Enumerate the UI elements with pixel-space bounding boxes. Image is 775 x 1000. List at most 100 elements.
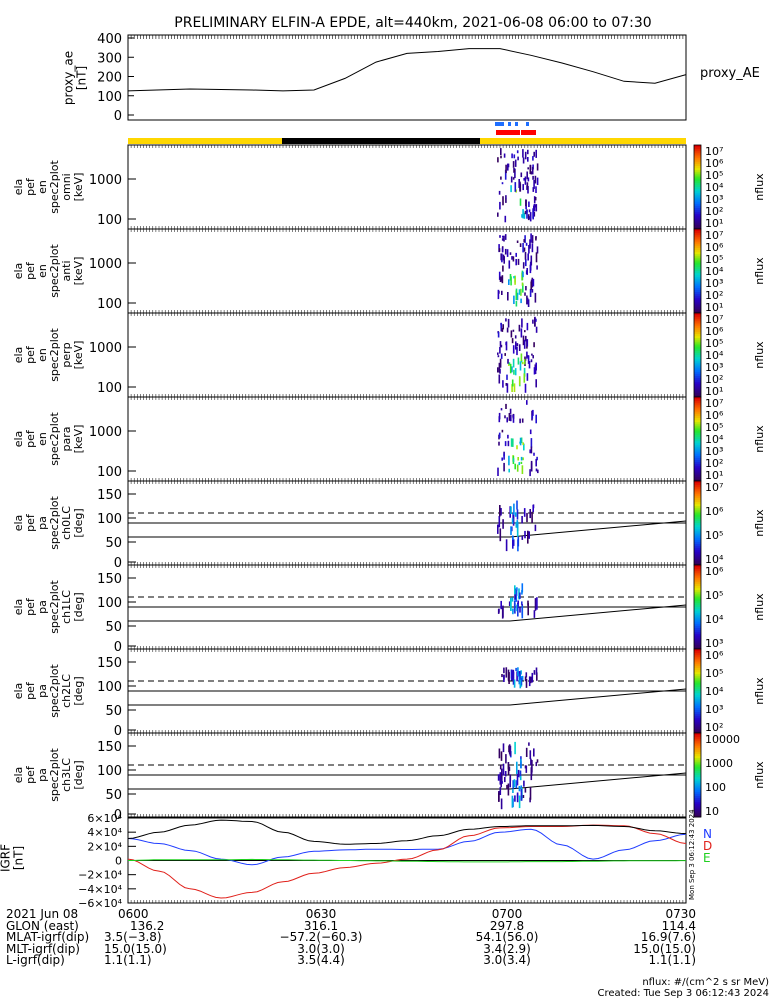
spectrogram-pixel <box>522 157 525 164</box>
spectrogram-pixel <box>499 201 501 210</box>
spectrogram-pixel <box>534 598 537 611</box>
spectrogram-pixel <box>498 516 501 528</box>
spectrogram-pixel <box>498 244 500 253</box>
colorbar-cell <box>694 476 701 480</box>
colorbar-cell <box>694 159 701 163</box>
spectrogram-pixel <box>514 512 517 517</box>
spectrogram-pixel <box>531 415 534 419</box>
axis-label-line: en <box>36 348 49 362</box>
sunlit-bar <box>128 138 282 144</box>
spectrogram-pixel <box>509 777 511 788</box>
spectrogram-pixel <box>499 772 502 785</box>
colorbar-cell <box>694 199 701 203</box>
colorbar-cell <box>694 422 701 425</box>
spectrogram-pixel <box>521 361 524 365</box>
spectrogram-pixel <box>525 242 528 246</box>
spectrogram-pixel <box>527 214 530 221</box>
colorbar-cell <box>694 787 701 791</box>
spectrogram-pixel <box>507 783 510 796</box>
footer-row: GLON (east) 136.2 316.1 297.8 114.4 <box>6 920 696 933</box>
colorbar-cell <box>694 409 701 413</box>
proxy-ae-panel: 400 300 200 100 0 proxy_ae [nT] proxy_AE <box>62 32 760 124</box>
spectrogram-pixel <box>498 362 501 373</box>
spectrogram-pixel <box>524 252 527 260</box>
colorbar-tick-label: 1000 <box>705 757 733 770</box>
colorbar-cell <box>694 535 701 539</box>
footer-value: 54.1(56.0) <box>475 930 539 944</box>
colorbar-cell <box>694 178 701 182</box>
colorbar-cell <box>694 751 701 755</box>
spectrogram-pixel <box>500 155 502 159</box>
colorbar-cell <box>694 350 701 354</box>
colorbar-tick-label: 10³ <box>705 193 723 206</box>
colorbar-tick-label: 10⁷ <box>705 397 723 410</box>
colorbar-cell <box>694 680 701 684</box>
spectrogram-pixel <box>513 170 516 172</box>
colorbar-cell <box>694 329 701 333</box>
colorbar-tick-label: 10⁶ <box>705 649 724 662</box>
spectrogram-pixel <box>508 745 510 753</box>
ytick-label: 1000 <box>89 257 122 272</box>
spectrogram-pixel <box>527 253 529 261</box>
colorbar-cell <box>694 277 701 280</box>
spectrogram-pixel <box>521 272 523 281</box>
colorbar-cell <box>694 176 701 180</box>
spectrogram-pixel <box>532 409 534 416</box>
axis-label-line: en <box>36 264 49 278</box>
proxy-ae-ytick-label: 200 <box>97 71 122 86</box>
colorbar-cell <box>694 504 701 507</box>
spectrogram-pixel <box>514 182 517 192</box>
spectrogram-pixel <box>529 469 531 477</box>
spectrogram-pixel <box>523 339 526 349</box>
colorbar-cell <box>694 394 701 398</box>
colorbar-cell <box>694 808 701 812</box>
spectrogram-pixel <box>524 151 527 160</box>
footer-value: −57.2(−60.3) <box>279 930 363 944</box>
colorbar-frame <box>693 732 702 818</box>
colorbar-cell <box>694 275 701 278</box>
spectrogram-pixel <box>514 368 517 376</box>
axis-label-line: spec2plot <box>48 160 61 214</box>
footer-row-label: MLAT-igrf(dip) <box>6 930 90 944</box>
colorbar-cell <box>694 357 701 360</box>
spectrogram-pixel <box>514 463 516 470</box>
colorbar-cell <box>694 145 701 148</box>
spectrogram-pixel <box>510 599 512 611</box>
colorbar-cell <box>694 361 701 364</box>
spectrogram-pixel <box>533 670 536 675</box>
colorbar-cell <box>694 321 701 324</box>
spectrogram-pixel <box>516 525 519 537</box>
colorbar-cell <box>694 705 701 709</box>
footer-value: 16.9(7.6) <box>640 930 696 944</box>
colorbar-cell <box>694 676 701 679</box>
colorbar-cell <box>694 428 701 432</box>
colorbar-cell <box>694 781 701 784</box>
colorbar-cell <box>694 510 701 513</box>
spectrogram-pixel <box>535 318 537 322</box>
spectrogram-pixel <box>534 175 537 184</box>
spectrogram-pixel <box>504 234 507 240</box>
colorbar-cell <box>694 630 701 633</box>
axis-label-line: pa <box>36 516 49 530</box>
proxy-ae-ytick-label: 300 <box>97 51 122 66</box>
colorbar-cell <box>694 747 701 751</box>
spectrogram-pixel <box>515 252 517 257</box>
colorbar-cell <box>694 415 701 419</box>
spectrogram-pixel <box>502 763 505 776</box>
spectrogram-pixel <box>499 341 502 347</box>
spectrogram-pixel <box>505 667 508 678</box>
spectrogram-pixel <box>511 384 513 392</box>
spectrogram-pixel <box>522 262 525 269</box>
spectrogram-pixel <box>520 456 523 461</box>
colorbar-cell <box>694 699 701 702</box>
colorbar-cell <box>694 180 701 184</box>
spectrogram-pixel <box>517 769 520 778</box>
spectrogram-pixel <box>518 675 521 685</box>
spectrogram-pixel <box>513 383 516 392</box>
axis-label-line: spec2plot <box>48 748 61 802</box>
spectrogram-pixel <box>526 182 529 190</box>
spectrogram-pixel <box>502 265 504 272</box>
anti-loss-cone-line <box>509 772 687 790</box>
colorbar-cell <box>694 667 701 671</box>
